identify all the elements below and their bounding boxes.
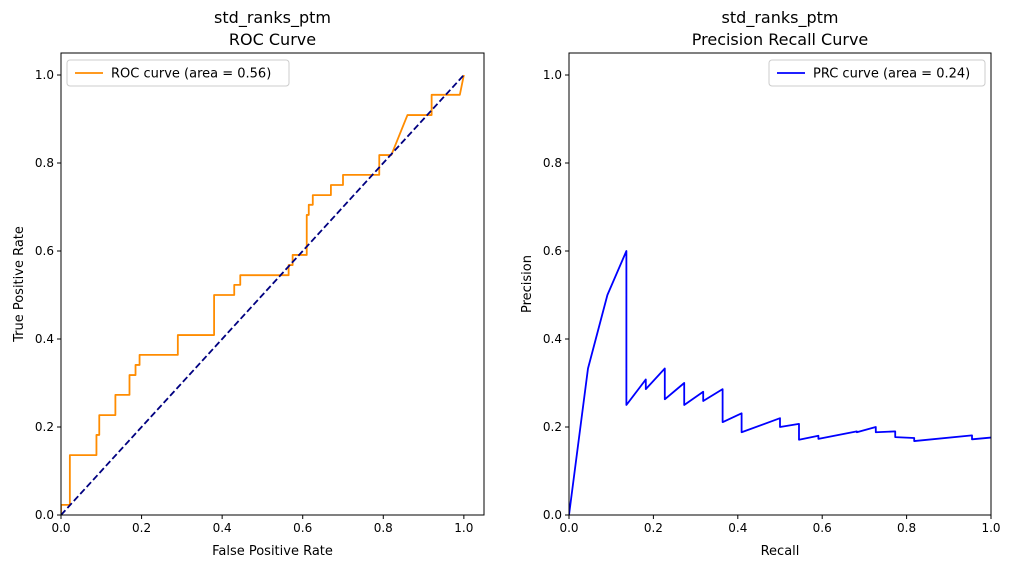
x-tick-label: 0.2	[644, 521, 663, 535]
y-tick-label: 0.4	[35, 332, 54, 346]
y-tick-label: 0.0	[543, 508, 562, 522]
y-tick-label: 1.0	[35, 68, 54, 82]
plot-area	[569, 250, 991, 515]
legend: ROC curve (area = 0.56)	[66, 59, 290, 87]
legend-box	[66, 59, 290, 87]
y-tick-label: 0.6	[543, 244, 562, 258]
x-tick-label: 0.6	[813, 521, 832, 535]
x-tick-label: 0.2	[132, 521, 151, 535]
legend-label: PRC curve (area = 0.24)	[813, 67, 970, 82]
legend-label: ROC curve (area = 0.56)	[111, 67, 271, 82]
x-tick-label: 1.0	[981, 521, 1000, 535]
series-line-0	[569, 250, 991, 515]
x-tick-label: 0.0	[51, 521, 70, 535]
y-tick-label: 0.8	[35, 156, 54, 170]
axes-frame	[568, 52, 992, 516]
x-tick-label: 0.4	[213, 521, 232, 535]
legend-box	[768, 59, 986, 87]
chart-title: std_ranks_ptm	[214, 8, 331, 28]
x-tick-label: 0.4	[728, 521, 747, 535]
x-tick-label: 0.6	[293, 521, 312, 535]
legend: PRC curve (area = 0.24)	[768, 59, 986, 87]
diagonal-reference-line	[61, 74, 465, 515]
y-tick-label: 0.2	[543, 420, 562, 434]
y-tick-label: 1.0	[543, 68, 562, 82]
y-tick-label: 0.0	[35, 508, 54, 522]
axes-frame	[60, 52, 485, 516]
chart-subtitle: ROC Curve	[229, 30, 316, 49]
x-tick-label: 0.8	[897, 521, 916, 535]
x-axis-label: Recall	[761, 544, 800, 559]
chart-subtitle: Precision Recall Curve	[692, 30, 869, 49]
series-line-0	[61, 74, 465, 515]
y-axis-label: Precision	[520, 255, 535, 313]
y-tick-label: 0.6	[35, 244, 54, 258]
x-tick-label: 0.8	[374, 521, 393, 535]
y-axis-label: True Positive Rate	[12, 226, 27, 343]
y-tick-label: 0.8	[543, 156, 562, 170]
chart-title: std_ranks_ptm	[722, 8, 839, 28]
y-tick-label: 0.2	[35, 420, 54, 434]
plot-area	[61, 74, 465, 515]
x-axis-label: False Positive Rate	[212, 544, 333, 559]
x-tick-label: 0.0	[559, 521, 578, 535]
y-tick-label: 0.4	[543, 332, 562, 346]
chart-roc: std_ranks_ptm ROC Curve 0.0 0.2 0.4 0.6 0.8 1.0…	[12, 8, 485, 559]
x-tick-label: 1.0	[454, 521, 473, 535]
